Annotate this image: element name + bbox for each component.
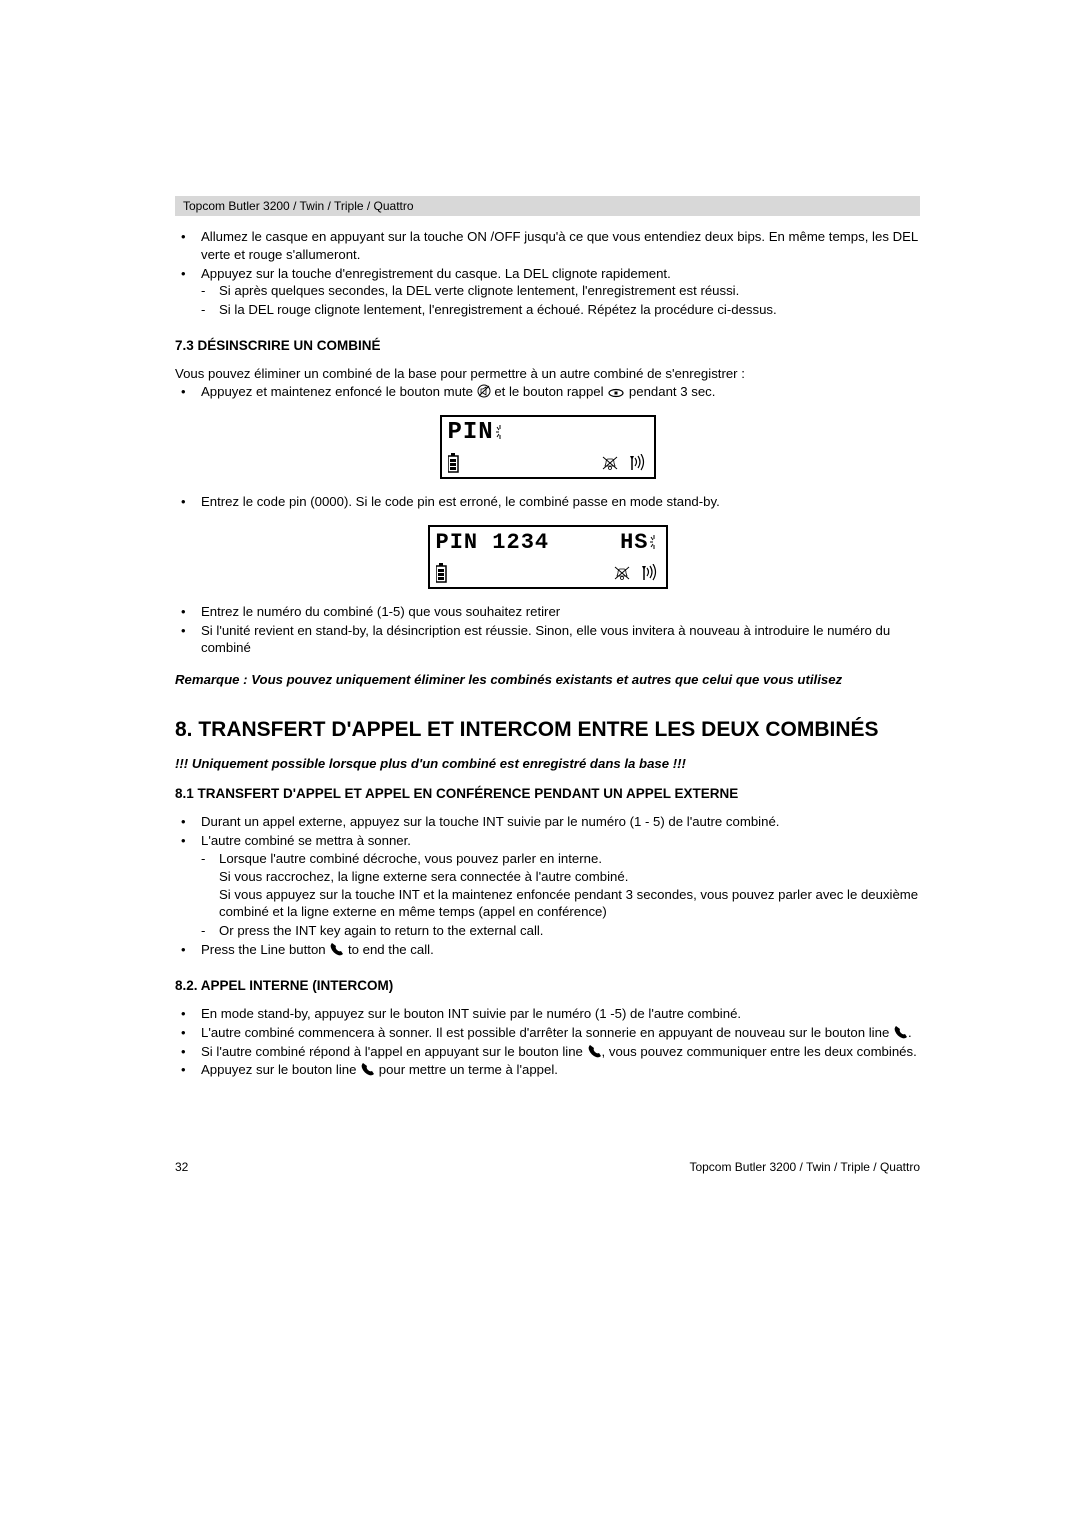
text: pendant 3 sec. — [625, 384, 715, 399]
noring-icon — [602, 456, 618, 470]
intro-list: Allumez le casque en appuyant sur la tou… — [175, 228, 920, 319]
phone-icon — [587, 1043, 602, 1058]
intro-item: Allumez le casque en appuyant sur la tou… — [175, 228, 920, 264]
lcd-display-2: PIN 1234 HS — [428, 525, 668, 589]
text: . — [908, 1025, 912, 1040]
sec73-note: Remarque : Vous pouvez uniquement élimin… — [175, 671, 920, 689]
section-8-title: 8. TRANSFERT D'APPEL ET INTERCOM ENTRE L… — [175, 717, 920, 743]
blink-icon — [496, 425, 506, 441]
text: pour mettre un terme à l'appel. — [375, 1062, 558, 1077]
intro-item: Appuyez sur la touche d'enregistrement d… — [175, 265, 920, 319]
text: L'autre combiné commencera à sonner. Il … — [201, 1025, 893, 1040]
sec81-item: Press the Line button to end the call. — [175, 941, 920, 959]
footer-model: Topcom Butler 3200 / Twin / Triple / Qua… — [689, 1160, 920, 1174]
text: , vous pouvez communiquer entre les deux… — [602, 1044, 917, 1059]
recall-icon — [607, 388, 625, 398]
sec81-item: Durant un appel externe, appuyez sur la … — [175, 813, 920, 831]
lcd-pin-text: PIN 1234 — [436, 528, 550, 558]
antenna-icon — [628, 454, 648, 472]
sec81-subitem: Or press the INT key again to return to … — [175, 922, 920, 940]
text: Press the Line button — [201, 942, 329, 957]
text: Si l'autre combiné répond à l'appel en a… — [201, 1044, 587, 1059]
intro-item-text: Appuyez sur la touche d'enregistrement d… — [201, 266, 671, 281]
page-number: 32 — [175, 1160, 188, 1174]
sec73-item: Entrez le code pin (0000). Si le code pi… — [175, 493, 920, 511]
sec82-item: En mode stand-by, appuyez sur le bouton … — [175, 1005, 920, 1023]
phone-icon — [329, 941, 344, 956]
intro-subitem: Si la DEL rouge clignote lentement, l'en… — [175, 301, 920, 319]
antenna-icon — [640, 564, 660, 582]
text: et le bouton rappel — [491, 384, 608, 399]
blink-icon — [650, 535, 660, 551]
sec82-item: Appuyez sur le bouton line pour mettre u… — [175, 1061, 920, 1079]
section-8-2-title: 8.2. APPEL INTERNE (INTERCOM) — [175, 977, 920, 995]
lcd-pin-text: PIN — [448, 417, 494, 449]
text: Appuyez et maintenez enfoncé le bouton m… — [201, 384, 477, 399]
text: Appuyez sur le bouton line — [201, 1062, 360, 1077]
section-7-3-title: 7.3 DÉSINSCRIRE UN COMBINÉ — [175, 337, 920, 355]
sec82-item: L'autre combiné commencera à sonner. Il … — [175, 1024, 920, 1042]
battery-icon — [436, 563, 448, 583]
mute-icon — [477, 384, 491, 398]
noring-icon — [614, 566, 630, 580]
sec73-intro: Vous pouvez éliminer un combiné de la ba… — [175, 365, 920, 383]
sec81-item: L'autre combiné se mettra à sonner. Lors… — [175, 832, 920, 940]
battery-icon — [448, 453, 460, 473]
page-header: Topcom Butler 3200 / Twin / Triple / Qua… — [175, 196, 920, 216]
sec73-item: Appuyez et maintenez enfoncé le bouton m… — [175, 383, 920, 401]
lcd-hs-text: HS — [620, 528, 648, 558]
text: L'autre combiné se mettra à sonner. — [201, 833, 411, 848]
sec73-item: Entrez le numéro du combiné (1-5) que vo… — [175, 603, 920, 621]
sec73-item: Si l'unité revient en stand-by, la désin… — [175, 622, 920, 658]
sec82-item: Si l'autre combiné répond à l'appel en a… — [175, 1043, 920, 1061]
phone-icon — [360, 1061, 375, 1076]
sec81-subitem: Lorsque l'autre combiné décroche, vous p… — [175, 850, 920, 921]
text: to end the call. — [344, 942, 433, 957]
phone-icon — [893, 1024, 908, 1039]
sec8-note: !!! Uniquement possible lorsque plus d'u… — [175, 755, 920, 773]
section-8-1-title: 8.1 TRANSFERT D'APPEL ET APPEL EN CONFÉR… — [175, 785, 920, 803]
intro-subitem: Si après quelques secondes, la DEL verte… — [175, 282, 920, 300]
lcd-display-1: PIN — [440, 415, 656, 479]
